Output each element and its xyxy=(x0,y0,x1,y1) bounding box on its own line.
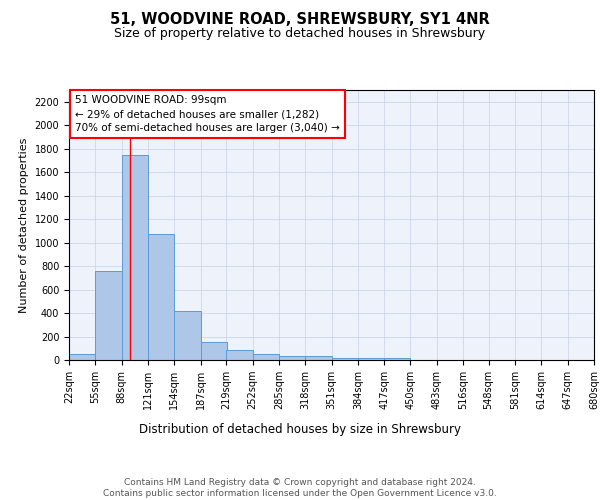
Bar xyxy=(122,154,148,360)
Text: Contains HM Land Registry data © Crown copyright and database right 2024.
Contai: Contains HM Land Registry data © Crown c… xyxy=(103,478,497,498)
Bar xyxy=(69,354,95,360)
Text: Distribution of detached houses by size in Shrewsbury: Distribution of detached houses by size … xyxy=(139,422,461,436)
Text: 51 WOODVINE ROAD: 99sqm
← 29% of detached houses are smaller (1,282)
70% of semi: 51 WOODVINE ROAD: 99sqm ← 29% of detache… xyxy=(76,96,340,134)
Bar xyxy=(331,358,358,360)
Y-axis label: Number of detached properties: Number of detached properties xyxy=(19,138,29,312)
Text: 51, WOODVINE ROAD, SHREWSBURY, SY1 4NR: 51, WOODVINE ROAD, SHREWSBURY, SY1 4NR xyxy=(110,12,490,28)
Bar xyxy=(384,358,410,360)
Text: Size of property relative to detached houses in Shrewsbury: Size of property relative to detached ho… xyxy=(115,28,485,40)
Bar xyxy=(358,358,384,360)
Bar xyxy=(95,271,122,360)
Bar xyxy=(226,350,253,360)
Bar xyxy=(305,356,331,360)
Bar xyxy=(175,310,200,360)
Bar xyxy=(253,354,279,360)
Bar xyxy=(200,342,227,360)
Bar xyxy=(148,234,175,360)
Bar xyxy=(279,356,305,360)
